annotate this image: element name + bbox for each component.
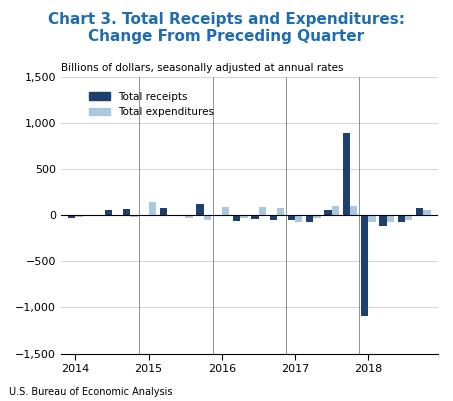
Bar — [215, 215, 222, 216]
Bar — [130, 215, 138, 217]
Bar — [141, 215, 149, 216]
Bar — [87, 215, 94, 217]
Bar — [380, 215, 387, 226]
Bar — [233, 215, 240, 221]
Bar — [324, 210, 332, 215]
Bar — [167, 215, 174, 217]
Bar — [112, 215, 119, 217]
Text: U.S. Bureau of Economic Analysis: U.S. Bureau of Economic Analysis — [9, 387, 173, 397]
Bar — [251, 215, 259, 219]
Bar — [159, 208, 167, 215]
Bar — [149, 202, 156, 215]
Bar — [361, 215, 368, 316]
Bar — [277, 208, 284, 215]
Bar — [343, 133, 350, 215]
Bar — [185, 215, 193, 218]
Bar — [424, 210, 431, 215]
Bar — [398, 215, 405, 222]
Text: Chart 3. Total Receipts and Expenditures:
Change From Preceding Quarter: Chart 3. Total Receipts and Expenditures… — [48, 12, 405, 45]
Bar — [75, 215, 83, 217]
Bar — [405, 215, 412, 220]
Bar — [295, 215, 303, 223]
Bar — [178, 215, 185, 216]
Bar — [387, 215, 394, 223]
Bar — [123, 209, 130, 215]
Bar — [368, 215, 376, 222]
Bar — [203, 215, 211, 220]
Bar — [94, 215, 101, 216]
Text: Billions of dollars, seasonally adjusted at annual rates: Billions of dollars, seasonally adjusted… — [61, 63, 343, 73]
Bar — [288, 215, 295, 220]
Bar — [416, 208, 424, 215]
Bar — [313, 215, 321, 219]
Bar — [68, 215, 75, 218]
Bar — [306, 215, 313, 222]
Bar — [332, 206, 339, 215]
Bar — [222, 207, 229, 215]
Bar — [270, 215, 277, 220]
Bar — [196, 204, 203, 215]
Bar — [259, 207, 266, 215]
Bar — [105, 210, 112, 215]
Bar — [240, 215, 247, 218]
Bar — [350, 206, 357, 215]
Legend: Total receipts, Total expenditures: Total receipts, Total expenditures — [85, 87, 218, 121]
